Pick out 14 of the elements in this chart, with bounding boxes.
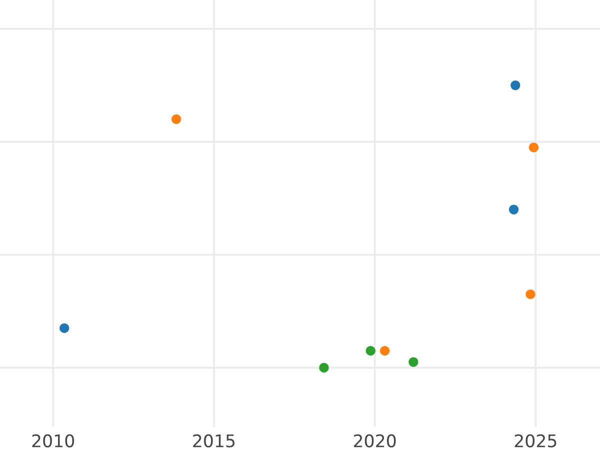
x-tick-label: 2020 bbox=[354, 434, 396, 448]
point bbox=[366, 346, 376, 356]
point bbox=[171, 114, 182, 124]
point bbox=[60, 323, 70, 333]
point bbox=[526, 289, 536, 300]
point bbox=[508, 204, 519, 214]
point bbox=[319, 362, 329, 373]
point bbox=[408, 357, 418, 367]
x-tick-label: 2015 bbox=[193, 434, 235, 448]
x-tick-label: 2025 bbox=[514, 434, 556, 448]
point bbox=[510, 80, 520, 90]
point bbox=[528, 142, 539, 152]
x-tick-label: 2010 bbox=[32, 434, 74, 448]
point bbox=[380, 346, 390, 356]
